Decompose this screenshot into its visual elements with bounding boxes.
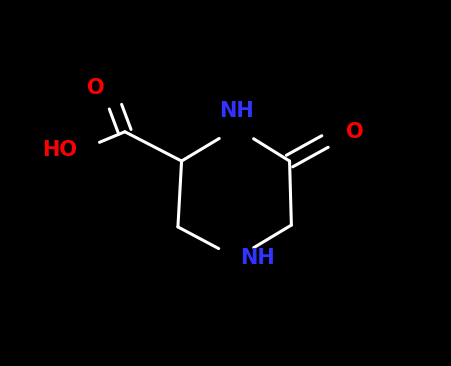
Text: NH: NH [240,248,275,268]
Text: NH: NH [219,101,254,121]
Text: O: O [87,78,105,98]
Text: O: O [346,122,364,142]
Text: HO: HO [42,140,77,160]
